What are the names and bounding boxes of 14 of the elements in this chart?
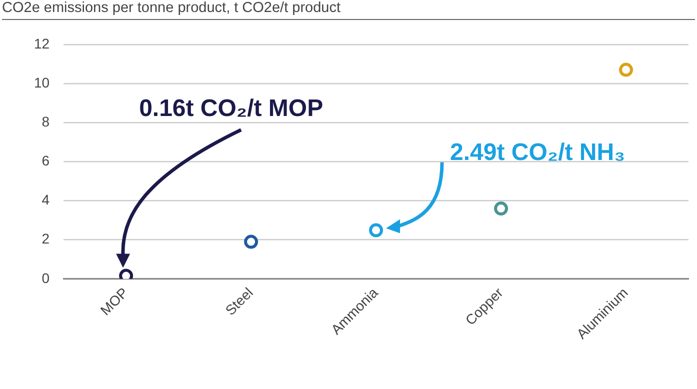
y-tick-label: 8	[42, 113, 50, 130]
point	[369, 223, 384, 238]
y-tick-label: 2	[42, 230, 50, 247]
annotation: 2.49t CO₂/t NH₃	[450, 139, 626, 166]
y-tick-label: 12	[34, 35, 50, 52]
y-tick-label: 4	[42, 192, 50, 208]
annotation: 0.16t CO₂/t MOP	[139, 94, 324, 122]
chart-title: CO2e emissions per tonne product, t CO2e/t product	[2, 0, 695, 20]
point	[619, 62, 634, 77]
point	[494, 202, 508, 216]
y-tick-label: 10	[34, 74, 50, 90]
y-tick-label: 0	[42, 270, 50, 286]
point	[244, 234, 258, 249]
y-tick-label: 6	[42, 152, 50, 169]
